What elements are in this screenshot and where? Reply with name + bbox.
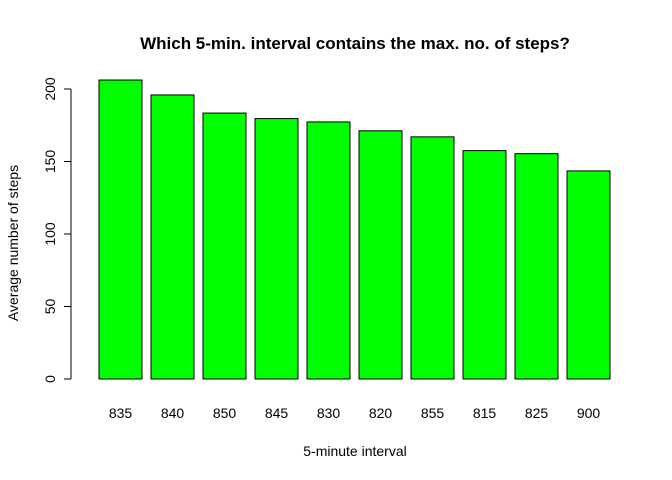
bar-855 <box>410 136 455 380</box>
bar-845 <box>254 118 299 380</box>
y-axis-title: Average number of steps <box>5 165 21 321</box>
x-tick-label: 845 <box>265 405 289 421</box>
x-tick-label: 840 <box>161 405 185 421</box>
bar-815 <box>462 150 507 380</box>
x-tick-label: 900 <box>577 405 601 421</box>
x-tick-label: 855 <box>421 405 445 421</box>
bar-820 <box>358 130 403 380</box>
x-axis-title: 5-minute interval <box>303 443 407 459</box>
x-tick-label: 820 <box>369 405 393 421</box>
bar-835 <box>98 79 143 380</box>
bar-850 <box>202 112 247 380</box>
y-tick-label: 100 <box>42 222 58 246</box>
x-tick-label: 830 <box>317 405 341 421</box>
y-tick-label: 0 <box>42 375 58 383</box>
x-tick-label: 850 <box>213 405 237 421</box>
x-tick-label: 825 <box>525 405 549 421</box>
y-axis: 0 50 100 150 200 <box>42 77 72 383</box>
y-tick-label: 50 <box>42 299 58 315</box>
bars <box>98 79 611 380</box>
bar-825 <box>514 153 559 380</box>
x-tick-labels: 835 840 850 845 830 820 855 815 825 900 <box>109 405 601 421</box>
y-tick-label: 200 <box>42 77 58 101</box>
bar-900 <box>566 170 611 380</box>
x-tick-label: 815 <box>473 405 497 421</box>
bar-840 <box>150 94 195 380</box>
chart-title: Which 5-min. interval contains the max. … <box>140 34 570 53</box>
bar-830 <box>306 121 351 380</box>
y-tick-label: 150 <box>42 150 58 174</box>
x-tick-label: 835 <box>109 405 133 421</box>
